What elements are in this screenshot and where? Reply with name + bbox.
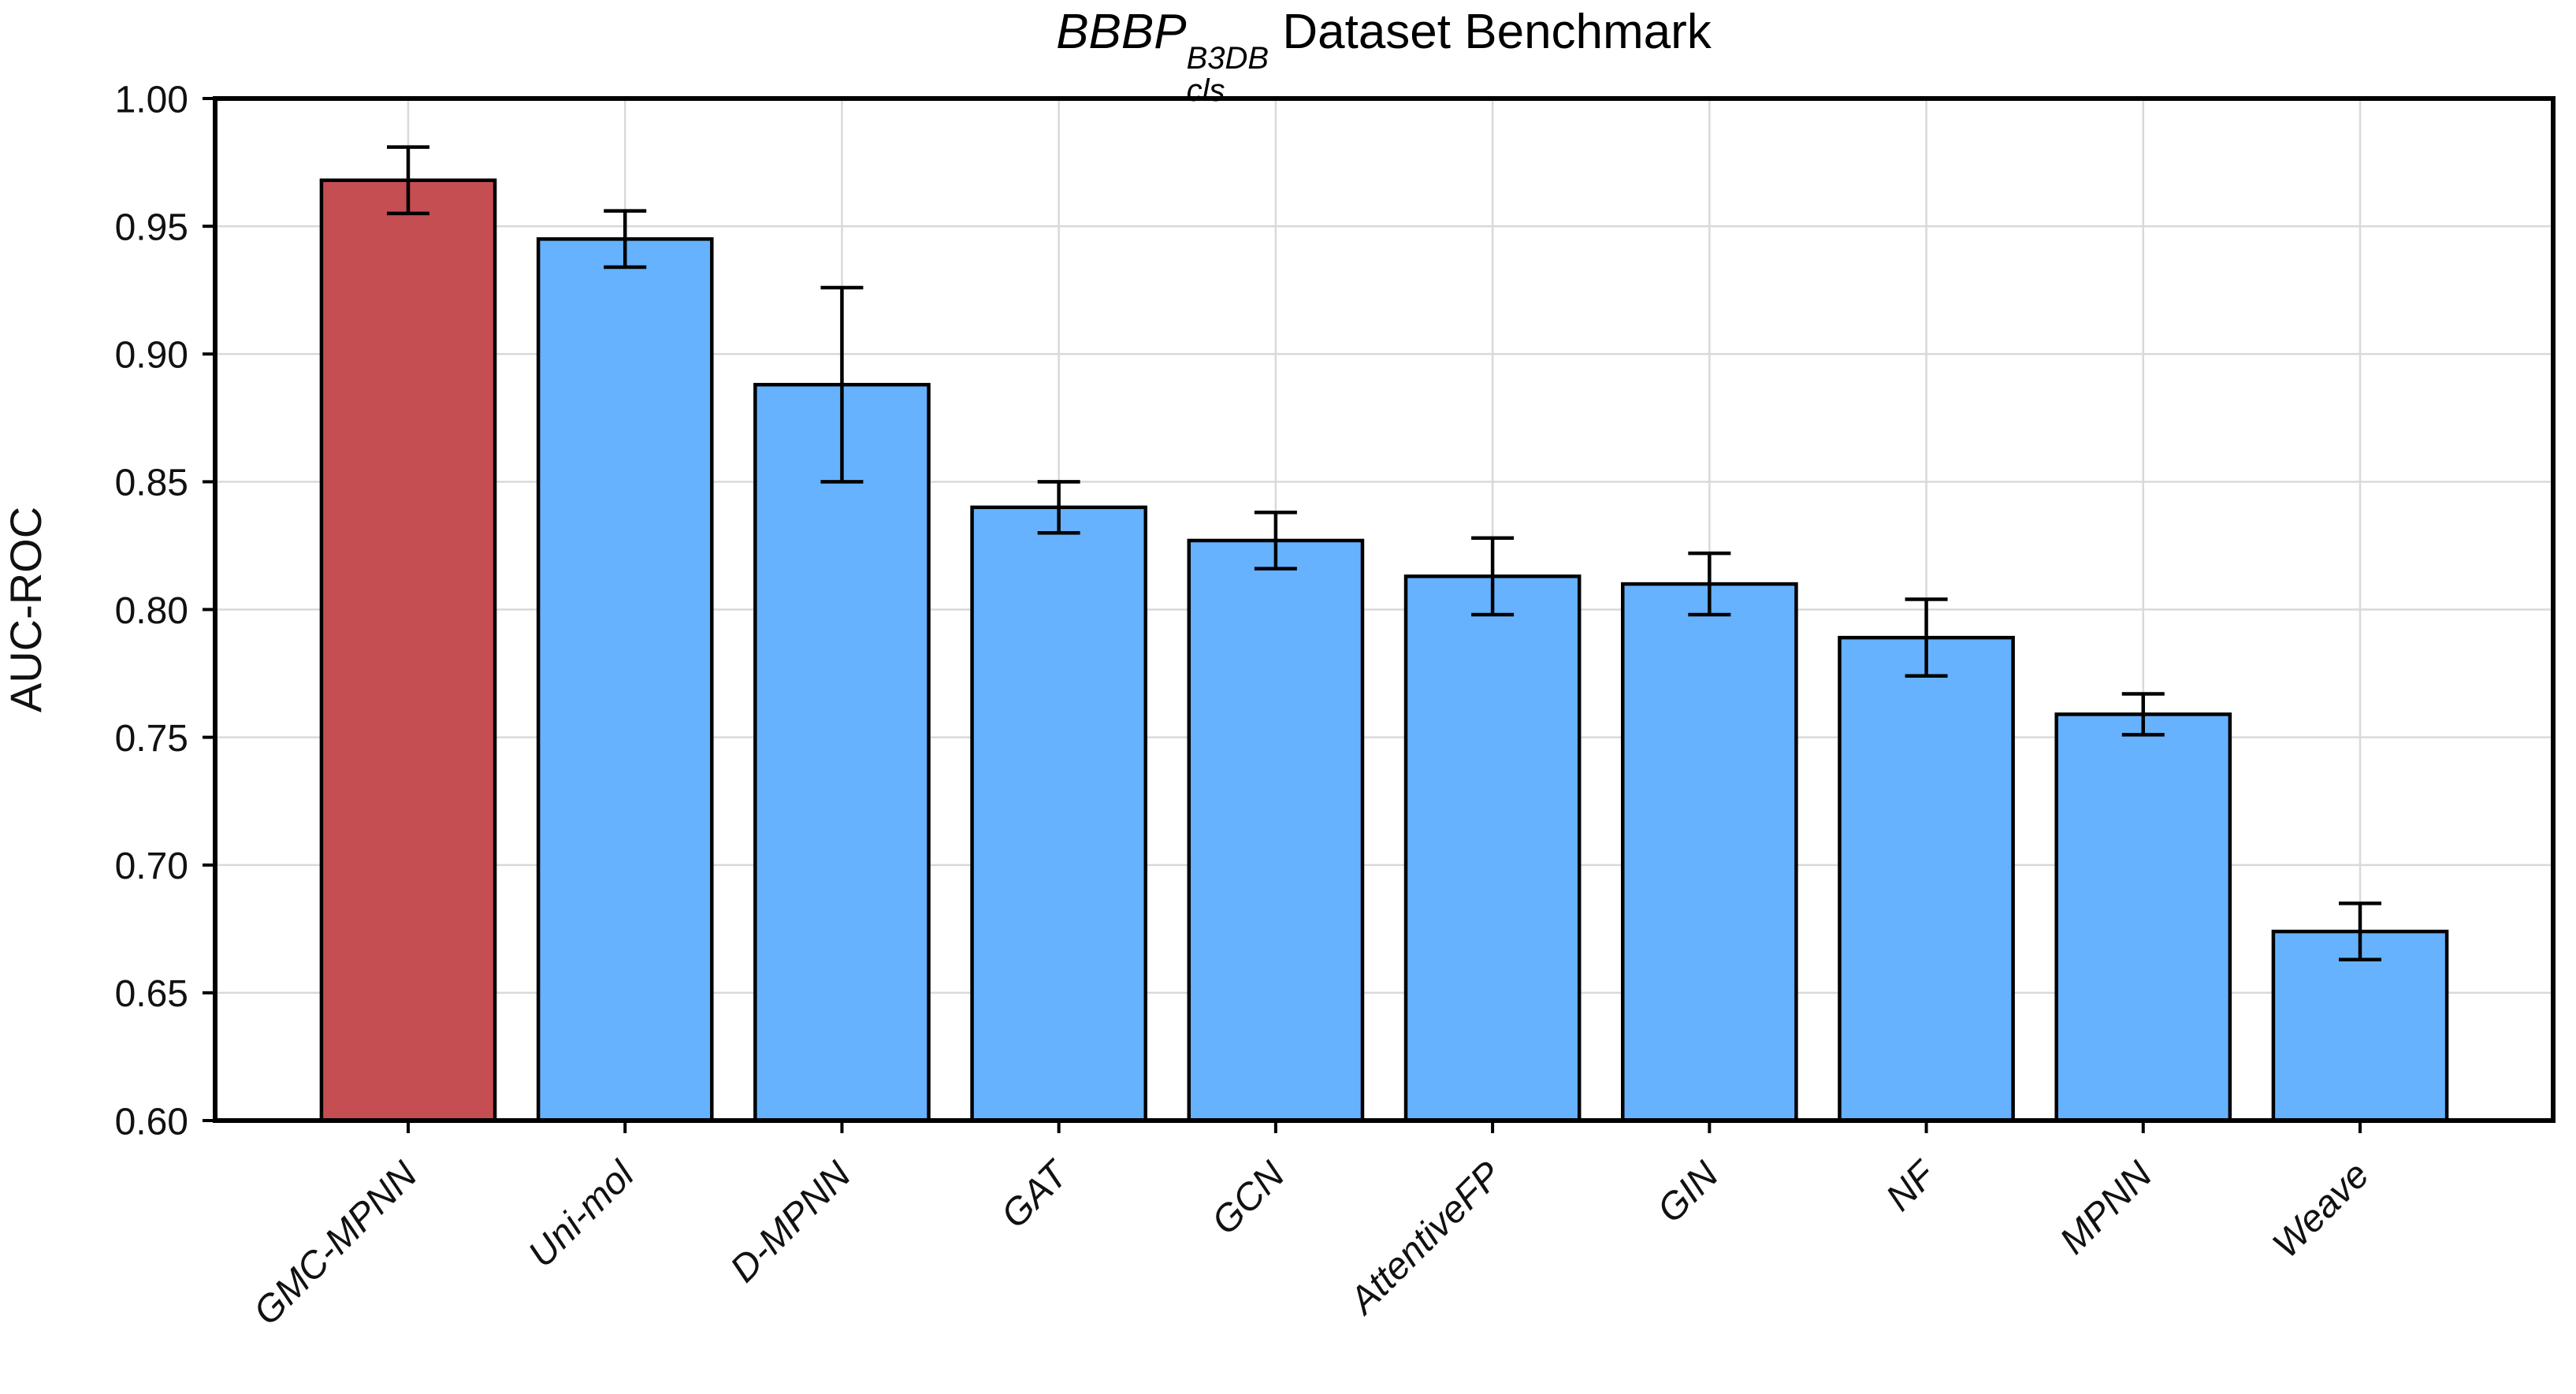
- bar-MPNN: [2054, 712, 2232, 1123]
- bar-GAT: [970, 505, 1148, 1123]
- chart-title-superscript: B3DB: [1186, 41, 1269, 76]
- error-bar-D-MPNN: [820, 285, 864, 484]
- y-tick-label: 0.95: [115, 206, 188, 248]
- error-bars-group: [387, 145, 2381, 961]
- bar-GMC-MPNN: [319, 178, 497, 1123]
- error-bar-GAT: [1037, 480, 1080, 535]
- error-bar-GIN: [1688, 551, 1731, 617]
- y-tick-label: 1.00: [115, 79, 188, 121]
- bar-GCN: [1187, 538, 1365, 1123]
- tick-marks: [203, 97, 2362, 1133]
- y-tick-label: 0.60: [115, 1101, 188, 1143]
- chart-title-supsub: B3DB cls: [1187, 43, 1269, 107]
- chart-title-prefix: BBBP: [1056, 5, 1187, 59]
- bar-GIN: [1620, 582, 1798, 1123]
- y-tick-label: 0.90: [115, 335, 188, 377]
- error-bar-GMC-MPNN: [387, 145, 429, 216]
- y-tick-label: 0.65: [115, 973, 188, 1015]
- chart-title-subscript: cls: [1186, 72, 1225, 108]
- y-tick-label: 0.75: [115, 718, 188, 760]
- error-bar-Uni-mol: [604, 209, 647, 270]
- chart-title: BBBP B3DB cls Dataset Benchmark: [1056, 3, 1712, 107]
- error-bar-GCN: [1254, 511, 1297, 571]
- error-bar-NF: [1905, 597, 1948, 678]
- y-tick-label: 0.80: [115, 590, 188, 632]
- bar-D-MPNN: [753, 382, 931, 1123]
- chart-title-suffix: Dataset Benchmark: [1269, 5, 1712, 59]
- error-bar-AttentiveFP: [1471, 536, 1515, 617]
- bar-Uni-mol: [536, 237, 714, 1123]
- error-bar-Weave: [2339, 901, 2381, 961]
- bars-group: [319, 178, 2449, 1123]
- y-axis-label: AUC-ROC: [1, 507, 50, 712]
- error-bar-MPNN: [2121, 692, 2165, 737]
- bar-AttentiveFP: [1403, 574, 1582, 1123]
- y-tick-label: 0.70: [115, 846, 188, 887]
- y-tick-labels: 0.60 0.65 0.70 0.75 0.80 0.85 0.90 0.95 1.00: [115, 79, 188, 1143]
- bar-NF: [1838, 635, 2015, 1123]
- y-tick-label: 0.85: [115, 463, 188, 504]
